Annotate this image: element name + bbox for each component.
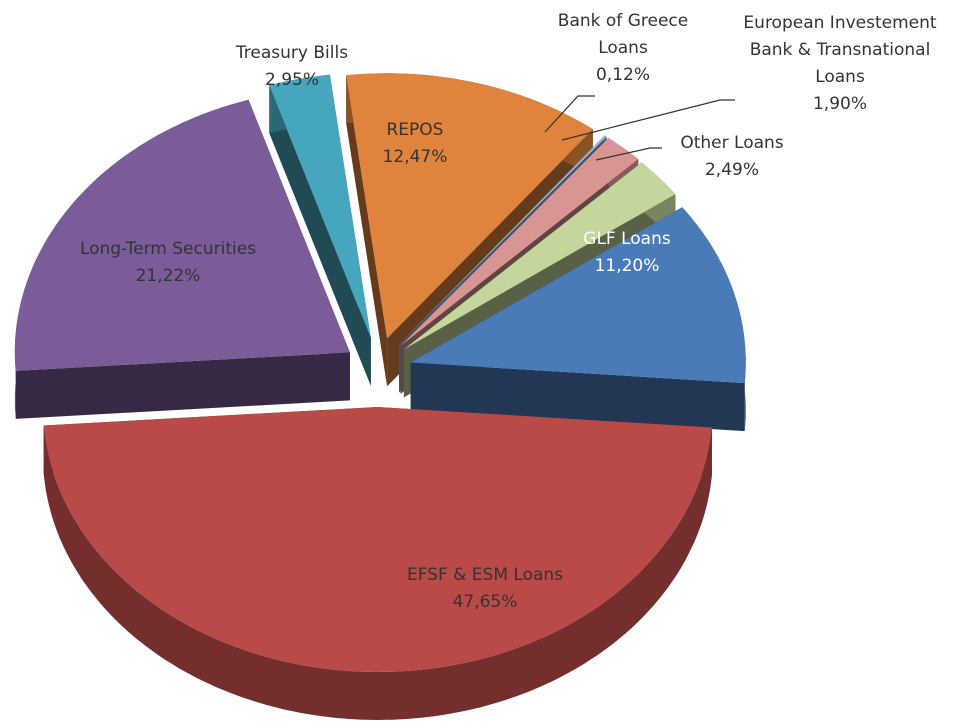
slice-side	[269, 85, 371, 386]
category-label: Long-Term Securities	[79, 239, 257, 259]
label: Long-Term Securities 21,22%	[48, 236, 288, 290]
category-label: Bank of Greece Loans	[557, 11, 689, 58]
value-label: 2,95%	[264, 70, 319, 90]
slice-wall	[43, 425, 712, 720]
label: Bank of Greece Loans 0,12%	[538, 8, 708, 89]
label: REPOS 12,47%	[340, 117, 490, 171]
category-label: Other Loans	[680, 133, 784, 153]
label: European Investement Bank & Transnationa…	[725, 10, 954, 118]
category-label: European Investement Bank & Transnationa…	[743, 13, 937, 87]
value-label: 11,20%	[594, 256, 660, 276]
category-label: GLF Loans	[583, 229, 671, 249]
slice	[269, 74, 371, 338]
value-label: 21,22%	[135, 266, 201, 286]
slice	[403, 162, 676, 350]
slice-side	[346, 75, 388, 387]
category-label: REPOS	[386, 120, 444, 140]
value-label: 2,49%	[704, 160, 759, 180]
value-label: 1,90%	[812, 94, 867, 114]
category-label: EFSF & ESM Loans	[406, 565, 564, 585]
slice	[43, 407, 712, 672]
slice-side	[15, 352, 350, 419]
slice-side	[410, 362, 745, 432]
slice	[14, 99, 350, 371]
leader-line	[544, 95, 595, 133]
value-label: 12,47%	[382, 147, 448, 167]
leader-line	[561, 99, 735, 141]
slice	[346, 73, 593, 339]
slice	[399, 135, 607, 345]
value-label: 47,65%	[452, 592, 518, 612]
slice	[400, 138, 639, 346]
label: Treasury Bills 2,95%	[202, 40, 382, 94]
value-label: 0,12%	[595, 65, 650, 85]
slice	[410, 207, 746, 384]
label: Other Loans 2,49%	[657, 130, 807, 184]
category-label: Treasury Bills	[235, 43, 349, 63]
label: GLF Loans 11,20%	[552, 226, 702, 280]
slices	[14, 73, 746, 720]
label: EFSF & ESM Loans 47,65%	[375, 562, 595, 616]
leader-line	[595, 147, 662, 161]
leader-lines	[544, 95, 735, 161]
